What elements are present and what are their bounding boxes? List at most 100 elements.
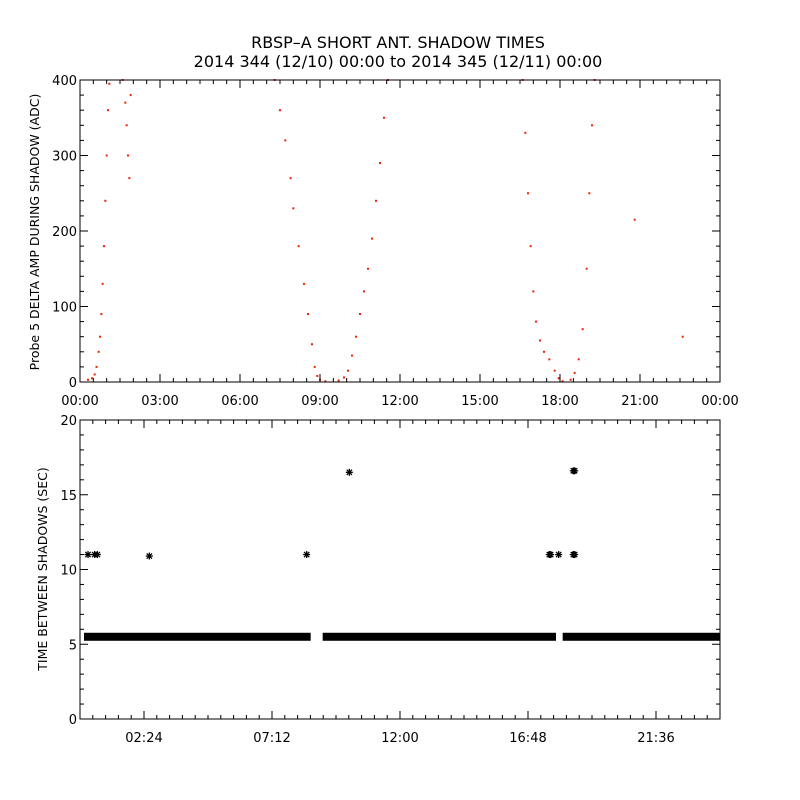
top-x-tick-label: 00:00 bbox=[701, 394, 738, 409]
data-point-top-61 bbox=[585, 267, 588, 270]
top-x-tick-label: 03:00 bbox=[141, 394, 178, 409]
bottom-y-tick-label: 0 bbox=[69, 713, 77, 728]
data-point-top-40 bbox=[371, 237, 373, 240]
baseline-band bbox=[562, 632, 720, 641]
data-point-top-11 bbox=[107, 109, 109, 112]
data-point-top-26 bbox=[307, 313, 309, 316]
bottom-panel: 02:24 07:12 12:00 16:48 21:36 0 5 10 15 20 TIME … bbox=[35, 414, 721, 746]
data-point-top-24 bbox=[297, 245, 300, 248]
asterisk-stroke bbox=[547, 551, 554, 558]
asterisk-stroke bbox=[346, 469, 353, 476]
top-x-tick-label: 09:00 bbox=[301, 394, 338, 409]
data-point-top-39 bbox=[367, 267, 369, 270]
data-point-top-8 bbox=[103, 245, 105, 248]
data-point-top-54 bbox=[553, 369, 556, 372]
data-point-top-29 bbox=[316, 374, 319, 377]
data-point-top-56 bbox=[561, 380, 564, 383]
data-point-bottom-5 bbox=[345, 468, 353, 476]
top-y-axis-label: Probe 5 DELTA AMP DURING SHADOW (ADC) bbox=[27, 94, 42, 371]
top-ticks bbox=[79, 79, 721, 383]
data-point-bottom-10 bbox=[571, 551, 579, 559]
top-y-tick-label: 300 bbox=[52, 150, 77, 165]
data-point-top-17 bbox=[128, 177, 131, 180]
top-y-tick-labels: 0 100 200 300 400 bbox=[52, 74, 77, 391]
bottom-x-tick-label: 12:00 bbox=[381, 731, 418, 746]
bottom-y-tick-label: 10 bbox=[60, 564, 77, 579]
top-plot-frame bbox=[79, 79, 721, 383]
bottom-y-axis-label: TIME BETWEEN SHADOWS (SEC) bbox=[35, 467, 50, 672]
asterisk-stroke bbox=[555, 551, 562, 558]
chart-title: RBSP–A SHORT ANT. SHADOW TIMES bbox=[251, 33, 545, 52]
data-point-top-28 bbox=[313, 365, 316, 368]
data-point-top-43 bbox=[383, 116, 385, 119]
asterisk-stroke bbox=[571, 551, 578, 558]
data-point-top-31 bbox=[324, 380, 327, 383]
data-point-top-10 bbox=[105, 154, 108, 157]
data-point-top-36 bbox=[355, 335, 357, 338]
data-point-top-4 bbox=[97, 350, 100, 353]
data-point-top-47 bbox=[527, 192, 529, 195]
data-point-top-33 bbox=[343, 376, 345, 379]
data-point-top-42 bbox=[379, 162, 381, 165]
data-point-top-41 bbox=[375, 199, 377, 202]
data-point-top-7 bbox=[101, 282, 104, 285]
data-point-top-21 bbox=[284, 139, 287, 142]
data-point-top-23 bbox=[292, 207, 295, 210]
data-point-top-49 bbox=[532, 290, 535, 293]
data-point-bottom-8 bbox=[555, 551, 563, 559]
bottom-points bbox=[84, 467, 579, 560]
data-point-top-38 bbox=[363, 290, 365, 293]
top-x-tick-label: 21:00 bbox=[621, 394, 658, 409]
top-x-tick-label: 15:00 bbox=[461, 394, 498, 409]
data-point-top-58 bbox=[573, 371, 576, 374]
bottom-y-tick-label: 15 bbox=[60, 489, 77, 504]
top-points bbox=[87, 79, 684, 383]
asterisk-stroke bbox=[303, 551, 310, 558]
bottom-y-tick-label: 5 bbox=[69, 638, 77, 653]
data-point-top-20 bbox=[279, 109, 281, 112]
top-x-tick-label: 00:00 bbox=[61, 394, 98, 409]
bottom-ticks bbox=[80, 419, 720, 720]
data-point-top-32 bbox=[337, 379, 340, 382]
data-point-top-12 bbox=[108, 82, 111, 85]
data-point-top-51 bbox=[539, 339, 541, 342]
data-point-top-63 bbox=[591, 124, 593, 127]
data-point-bottom-12 bbox=[571, 467, 579, 475]
data-point-bottom-0 bbox=[84, 551, 92, 559]
asterisk-stroke bbox=[571, 467, 578, 474]
data-point-top-2 bbox=[93, 373, 96, 376]
top-y-tick-label: 0 bbox=[69, 376, 77, 391]
top-y-tick-label: 200 bbox=[52, 225, 77, 240]
data-point-top-53 bbox=[548, 358, 551, 361]
data-point-top-57 bbox=[569, 378, 572, 381]
bottom-x-tick-label: 07:12 bbox=[253, 731, 290, 746]
bottom-plot-frame bbox=[79, 419, 721, 720]
data-point-top-66 bbox=[681, 335, 684, 338]
asterisk-stroke bbox=[84, 551, 92, 558]
top-x-tick-label: 18:00 bbox=[541, 394, 578, 409]
bottom-baseline bbox=[84, 632, 720, 641]
data-point-top-15 bbox=[125, 124, 128, 127]
data-point-top-46 bbox=[524, 131, 527, 134]
data-point-top-25 bbox=[303, 282, 305, 285]
data-point-top-59 bbox=[577, 358, 580, 361]
data-point-top-27 bbox=[311, 343, 313, 346]
data-point-top-6 bbox=[100, 313, 103, 316]
top-panel: 00:00 03:00 06:00 09:00 12:00 15:00 18:00 21:00… bbox=[27, 74, 739, 409]
data-point-top-60 bbox=[581, 328, 584, 331]
bottom-x-tick-label: 02:24 bbox=[125, 731, 162, 746]
data-point-top-65 bbox=[633, 218, 636, 221]
baseline-band bbox=[322, 632, 556, 641]
data-point-top-22 bbox=[289, 177, 292, 180]
data-point-bottom-4 bbox=[303, 551, 311, 559]
chart-subtitle: 2014 344 (12/10) 00:00 to 2014 345 (12/1… bbox=[194, 52, 603, 71]
top-y-tick-label: 100 bbox=[52, 301, 77, 316]
baseline-band bbox=[84, 632, 311, 641]
data-point-top-55 bbox=[557, 377, 560, 380]
data-point-top-1 bbox=[91, 377, 93, 380]
data-point-top-48 bbox=[529, 245, 532, 248]
data-point-top-0 bbox=[87, 378, 89, 381]
asterisk-stroke bbox=[146, 552, 153, 560]
data-point-top-37 bbox=[359, 313, 361, 316]
